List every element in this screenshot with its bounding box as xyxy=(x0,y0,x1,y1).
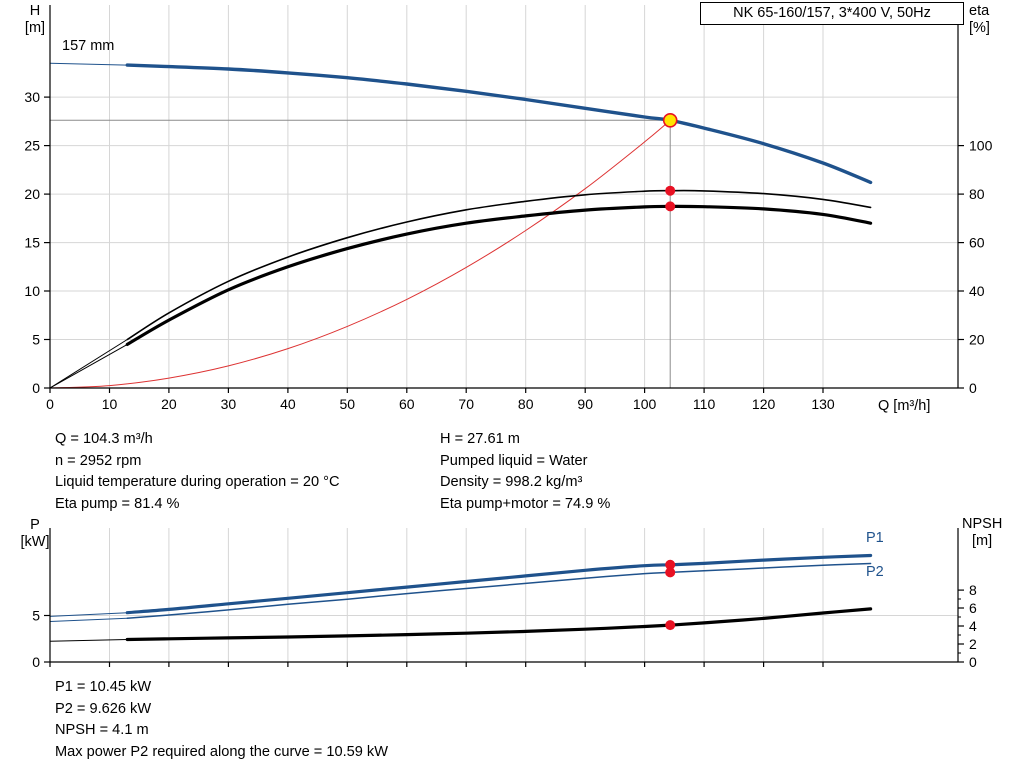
tick-label: 5 xyxy=(32,608,40,624)
eta-pump-curve-extension xyxy=(49,339,128,389)
tick-label: 0 xyxy=(46,396,54,412)
info-pumped-liquid: Pumped liquid = Water xyxy=(440,452,588,469)
tick-label: 40 xyxy=(280,396,296,412)
info-p1: P1 = 10.45 kW xyxy=(55,679,152,695)
eta-pump-motor-curve-extension xyxy=(49,343,128,389)
tick-label: 20 xyxy=(24,186,40,202)
info-npsh: NPSH = 4.1 m xyxy=(55,722,149,738)
tick-label: 80 xyxy=(518,396,534,412)
tick-label: 20 xyxy=(161,396,177,412)
info-liquid-temperature: Liquid temperature during operation = 20… xyxy=(55,474,340,490)
p1-curve xyxy=(125,553,873,615)
operating-point-marker xyxy=(665,185,676,196)
tick-label: 25 xyxy=(24,138,40,154)
tick-label: 0 xyxy=(32,654,40,670)
eta-axis-unit: [%] xyxy=(969,20,990,36)
tick-label: 60 xyxy=(969,235,985,251)
power-axis-symbol: P xyxy=(30,517,40,533)
flow-axis-label: Q [m³/h] xyxy=(878,398,931,414)
p2-curve xyxy=(126,562,872,620)
p1-curve-label: P1 xyxy=(866,530,884,546)
npsh-curve xyxy=(125,607,873,642)
npsh-axis-label: NPSH [m] xyxy=(962,516,1018,550)
head-curve-157mm xyxy=(125,63,873,185)
eta-pump-motor-curve xyxy=(125,204,873,346)
tick-label: 5 xyxy=(32,332,40,348)
tick-label: 70 xyxy=(458,396,474,412)
tick-label: 100 xyxy=(633,396,657,412)
tick-label: 80 xyxy=(969,186,985,202)
tick-label: 20 xyxy=(969,332,985,348)
operating-point-marker xyxy=(665,201,676,212)
tick-label: 120 xyxy=(752,396,776,412)
power-axis-unit: [kW] xyxy=(20,534,50,550)
info-density: Density = 998.2 kg/m³ xyxy=(440,474,583,490)
duty-info-right: H = 27.61 m Pumped liquid = Water Densit… xyxy=(440,429,610,515)
impeller-diameter-label: 157 mm xyxy=(62,38,115,54)
info-eta-pump: Eta pump = 81.4 % xyxy=(55,495,180,512)
eta-pump-curve xyxy=(126,189,872,341)
tick-label: 10 xyxy=(102,396,118,412)
tick-label: 30 xyxy=(24,89,40,105)
tick-label: 0 xyxy=(969,654,977,670)
info-eta-pump-motor: Eta pump+motor = 74.9 % xyxy=(440,495,611,512)
tick-label: 0 xyxy=(32,380,40,396)
npsh-curve-extension xyxy=(49,639,128,642)
duty-info-left: Q = 104.3 m³/h n = 2952 rpm Liquid tempe… xyxy=(55,429,340,515)
pump-model-title: NK 65-160/157, 3*400 V, 50Hz xyxy=(700,2,964,25)
tick-label: 100 xyxy=(969,138,993,154)
tick-label: 2 xyxy=(969,636,977,652)
tick-label: 110 xyxy=(693,396,716,412)
tick-label: 6 xyxy=(969,600,977,616)
info-head: H = 27.61 m xyxy=(440,431,520,447)
tick-label: 4 xyxy=(969,618,977,634)
npsh-axis-symbol: NPSH xyxy=(962,516,1003,532)
operating-point-marker xyxy=(665,620,676,631)
p2-curve-label: P2 xyxy=(866,564,884,580)
p1-curve-extension xyxy=(49,612,128,617)
head-axis-label: H [m] xyxy=(16,3,54,37)
eta-axis-label: eta [%] xyxy=(969,3,1015,37)
npsh-axis-unit: [m] xyxy=(972,533,993,549)
tick-label: 130 xyxy=(811,396,835,412)
tick-label: 8 xyxy=(969,582,977,598)
tick-label: 50 xyxy=(340,396,356,412)
info-speed: n = 2952 rpm xyxy=(55,452,142,469)
tick-label: 15 xyxy=(24,235,40,251)
info-flow: Q = 104.3 m³/h xyxy=(55,431,153,447)
eta-axis-symbol: eta xyxy=(969,3,990,19)
tick-label: 30 xyxy=(221,396,237,412)
system-curve xyxy=(49,119,671,389)
tick-label: 10 xyxy=(24,283,40,299)
info-max-power: Max power P2 required along the curve = … xyxy=(55,743,388,760)
info-p2: P2 = 9.626 kW xyxy=(55,700,152,717)
head-curve-157mm-extension xyxy=(49,62,128,66)
tick-label: 90 xyxy=(577,396,593,412)
duty-point xyxy=(662,113,678,128)
tick-label: 0 xyxy=(969,380,977,396)
power-axis-label: P [kW] xyxy=(12,517,58,551)
operating-point-marker xyxy=(665,567,676,578)
operating-point-marker xyxy=(665,559,676,570)
power-info: P1 = 10.45 kW P2 = 9.626 kW NPSH = 4.1 m… xyxy=(55,677,388,763)
p2-curve-extension xyxy=(49,617,128,622)
head-axis-symbol: H xyxy=(29,3,41,19)
tick-label: 60 xyxy=(399,396,415,412)
head-axis-unit: [m] xyxy=(24,20,46,36)
tick-label: 40 xyxy=(969,283,985,299)
